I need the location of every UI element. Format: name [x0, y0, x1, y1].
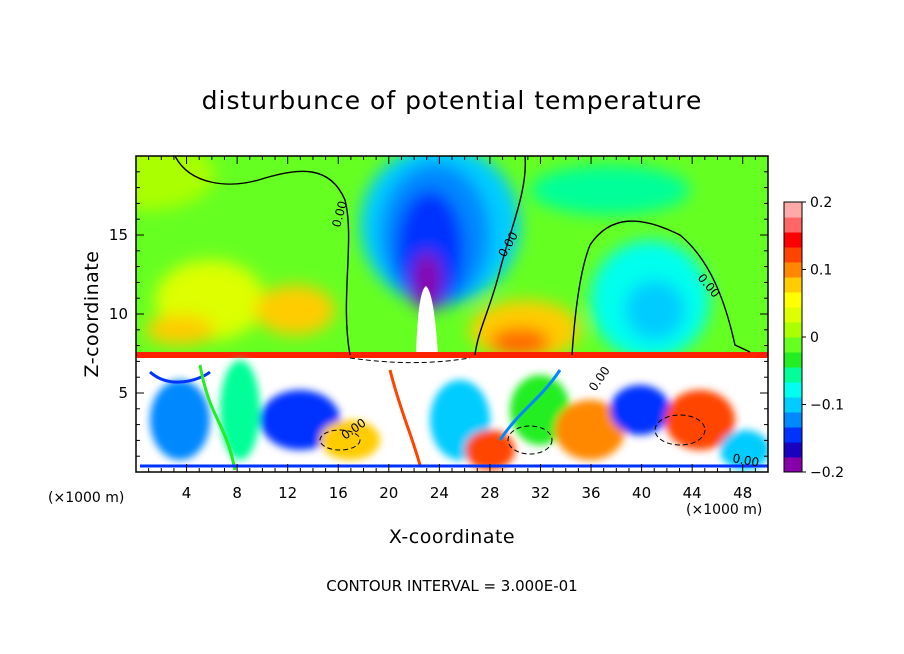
chart-title: disturbunce of potential temperature — [201, 86, 703, 115]
streak-2 — [198, 364, 237, 471]
colorbar-tick-label: 0.1 — [810, 263, 832, 279]
patch-11 — [720, 430, 768, 470]
dashed-3 — [319, 429, 361, 451]
right-cool-core — [625, 280, 685, 340]
streak-3 — [388, 369, 422, 466]
colorbar-tick-label: 0.2 — [810, 195, 832, 211]
y-tick-label: 5 — [118, 384, 128, 402]
colorbar-tick-label: −0.2 — [810, 465, 844, 481]
patch-3 — [260, 390, 340, 450]
patch-2 — [220, 360, 260, 460]
plume-white-core — [416, 286, 438, 355]
inversion-band — [136, 352, 768, 358]
x-tick-label: 16 — [329, 484, 348, 502]
blob-corner-yellow — [136, 156, 215, 210]
colorbar-swatch — [784, 262, 802, 278]
colorbar-swatch — [784, 217, 802, 233]
contour-mid — [474, 156, 527, 356]
colorbar-swatch — [784, 382, 802, 398]
x-ticks: 4 8 12 16 20 24 28 32 36 40 44 48 — [148, 156, 756, 502]
colorbar-swatch — [784, 277, 802, 293]
x-tick-label: 24 — [430, 484, 449, 502]
x-tick-label: 48 — [733, 484, 752, 502]
colorbar-swatch — [784, 457, 802, 473]
patch-9 — [610, 385, 670, 435]
x-tick-label: 32 — [531, 484, 550, 502]
colorbar-swatch — [784, 442, 802, 458]
y-tick-label: 15 — [109, 226, 128, 244]
dashed-1 — [507, 425, 553, 455]
x-tick-label: 44 — [683, 484, 702, 502]
y-tick-label: 10 — [109, 305, 128, 323]
x-tick-label: 4 — [182, 484, 192, 502]
colorbar-swatch — [784, 292, 802, 308]
field: 0.00 0.00 0.00 0.00 0.00 0.00 — [136, 156, 768, 472]
zero-contours — [174, 156, 751, 356]
x-tick-label: 36 — [581, 484, 600, 502]
y-ticks: 5 10 15 — [109, 171, 768, 457]
contour-label-6: 0.00 — [731, 451, 760, 469]
x-tick-label: 20 — [379, 484, 398, 502]
right-top-teal — [530, 165, 690, 215]
contour-left — [174, 156, 351, 356]
dashed-2 — [654, 414, 706, 446]
contour-label-1: 0.00 — [329, 199, 349, 228]
x-tick-label: 40 — [632, 484, 651, 502]
patch-8 — [555, 400, 625, 460]
z-unit-label: (×1000 m) — [48, 490, 125, 506]
colorbar-swatch — [784, 337, 802, 353]
colorbar — [784, 202, 802, 473]
patch-6 — [465, 430, 515, 470]
contour-right — [571, 220, 751, 356]
patch-7 — [510, 375, 570, 445]
colorbar-swatch — [784, 322, 802, 338]
colorbar-swatch — [784, 427, 802, 443]
contour-interval-note: CONTOUR INTERVAL = 3.000E-01 — [326, 577, 578, 595]
colorbar-swatch — [784, 247, 802, 263]
colorbar-swatch — [784, 412, 802, 428]
y-axis-label: Z-coordinate — [81, 250, 103, 378]
colorbar-swatch — [784, 202, 802, 218]
colorbar-swatch — [784, 232, 802, 248]
lower-layer-patches — [150, 360, 768, 470]
streak-1 — [148, 370, 211, 384]
streak-4 — [498, 369, 562, 441]
plume-core — [413, 252, 441, 308]
blob-right-red — [490, 328, 550, 356]
x-tick-label: 28 — [480, 484, 499, 502]
colorbar-swatch — [784, 307, 802, 323]
patch-1 — [150, 380, 210, 460]
x-tick-label: 8 — [232, 484, 242, 502]
blob-left-orange-2 — [145, 315, 215, 345]
blob-left-orange — [255, 285, 335, 335]
colorbar-tick-label: 0 — [810, 330, 819, 346]
dashed-4 — [349, 357, 471, 364]
upper-layer-blobs — [136, 156, 710, 360]
colorbar-swatch — [784, 367, 802, 383]
x-unit-label: (×1000 m) — [686, 502, 763, 518]
patch-10 — [665, 390, 735, 450]
x-tick-label: 12 — [278, 484, 297, 502]
dashed-contours — [319, 357, 706, 455]
colorbar-tick-label: −0.1 — [810, 398, 844, 414]
colorbar-ticks: 0.2 0.1 0 −0.1 −0.2 — [802, 195, 844, 481]
colorbar-swatch — [784, 397, 802, 413]
colorbar-swatch — [784, 352, 802, 368]
x-axis-label: X-coordinate — [388, 526, 516, 548]
